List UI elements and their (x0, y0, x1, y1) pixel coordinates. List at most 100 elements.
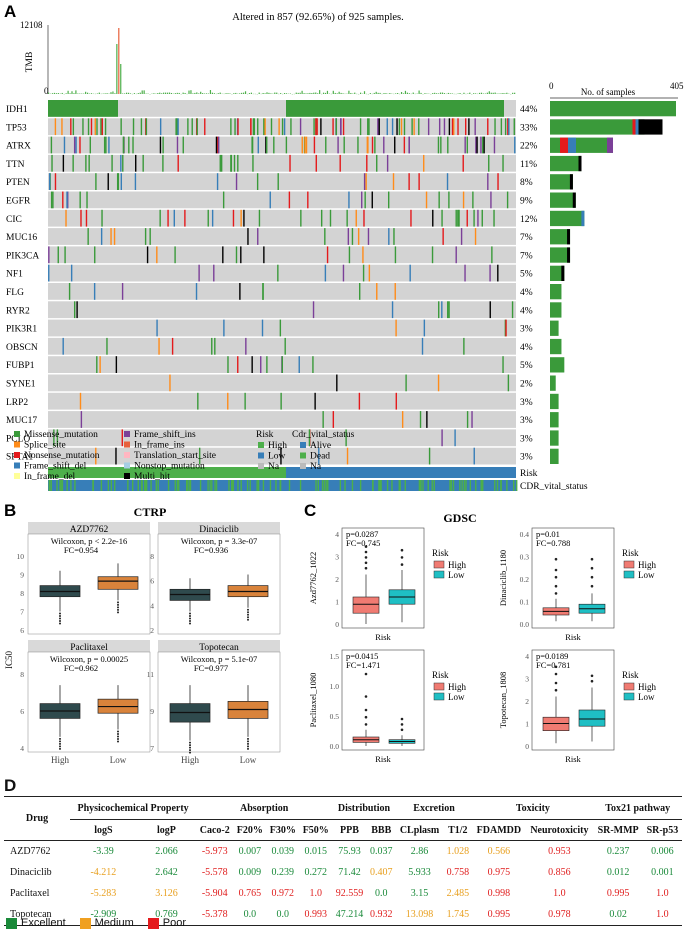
mutation-mark (280, 447, 282, 465)
vital-dead-mark (246, 480, 249, 491)
mutation-block (48, 100, 118, 117)
mutation-mark (408, 173, 410, 190)
vital-dead-mark (141, 480, 143, 491)
mutation-mark (66, 191, 68, 209)
gdsc-xlabel: Risk (375, 632, 391, 642)
gene-row-bg (48, 429, 516, 447)
mutation-mark (475, 136, 477, 154)
mutation-mark (464, 264, 466, 282)
tmb-bar (340, 92, 342, 94)
mutation-mark (264, 118, 266, 136)
risk-legend-swatch (258, 442, 264, 448)
vital-dead-mark (150, 480, 152, 491)
mutation-mark (214, 337, 216, 355)
table-column-header: BBB (366, 819, 396, 841)
mutation-mark (374, 136, 376, 154)
gdsc-outlier (400, 548, 404, 552)
mutation-mark (476, 136, 478, 154)
tmb-bar (170, 92, 173, 94)
mutation-mark (270, 118, 273, 136)
gdsc-xlabel: Risk (565, 632, 581, 642)
table-drug-name: Topotecan (4, 904, 70, 926)
mutation-mark (403, 136, 406, 154)
oncoplot-title: Altered in 857 (92.65%) of 925 samples. (232, 12, 403, 23)
table-column-header: SR-p53 (642, 819, 682, 841)
tmb-bar (309, 92, 311, 94)
gene-percent: 3% (520, 416, 533, 426)
mutation-mark (253, 118, 256, 136)
table-column-header: logP (136, 819, 197, 841)
table-cell: 0.995 (472, 904, 526, 926)
mutation-mark (67, 191, 69, 209)
gene-count-bar (550, 393, 559, 410)
table-cell: 3.15 (410, 888, 429, 899)
table-cell: 1.0 (642, 904, 682, 926)
gdsc-tick: 0.5 (330, 712, 340, 721)
vital-dead-mark (339, 480, 342, 491)
gdsc-tick: 1 (525, 720, 529, 729)
gdsc-outlier (590, 566, 594, 570)
gdsc-outlier (554, 688, 558, 692)
mutation-mark (93, 283, 96, 300)
mutation-mark (70, 264, 73, 282)
group-label-low: Low (110, 755, 127, 765)
gdsc-tick: 3 (335, 553, 339, 562)
mutation-mark (263, 118, 265, 136)
mutation-mark (85, 154, 87, 172)
gene-percent: 11% (520, 160, 537, 170)
gdsc-p-value: p=0.0287 (346, 529, 378, 539)
facet-fc: FC=0.954 (64, 545, 99, 555)
vital-dead-mark (506, 480, 508, 491)
facet-tick: 11 (147, 670, 154, 679)
table-cell: 0.993 (299, 904, 333, 926)
mutation-mark (364, 191, 366, 209)
vital-dead-mark (230, 480, 233, 491)
panel-a-oncoplot: A Altered in 857 (92.65%) of 925 samples… (4, 2, 684, 492)
tmb-bar (141, 90, 143, 94)
mutation-mark (493, 209, 495, 227)
gene-count-bar (550, 137, 613, 153)
gene-row-bg (48, 392, 516, 410)
tmb-bar (295, 92, 297, 94)
mutation-mark (359, 283, 361, 300)
mutation-mark (312, 356, 314, 373)
mutation-mark (507, 118, 509, 136)
table-cell: -5.378 (196, 904, 234, 926)
table-column-header: F30% (266, 819, 300, 841)
panel-a-letter: A (4, 2, 16, 21)
gene-row-bg (48, 374, 516, 392)
table-cell: 2.86 (410, 846, 429, 857)
mutation-mark (339, 154, 341, 172)
mutation-mark (440, 136, 442, 154)
mutation-mark (502, 356, 504, 373)
vital-dead-mark (433, 480, 436, 491)
tmb-bar (110, 92, 112, 94)
mutation-mark (176, 118, 178, 136)
gene-percent: 5% (520, 361, 533, 371)
mutation-mark (457, 209, 459, 227)
vital-dead-mark (351, 480, 354, 491)
box-outlier (189, 746, 191, 749)
tmb-bar (420, 92, 422, 94)
table-cell: 92.559 (335, 888, 364, 899)
mutation-mark (54, 118, 57, 136)
gene-name: IDH1 (6, 105, 28, 115)
tmb-bar (338, 91, 340, 94)
gdsc-tick: 2 (525, 697, 529, 706)
table-column-header: CLplasm (395, 819, 444, 841)
vital-dead-mark (189, 480, 191, 491)
gdsc-legend-title: Risk (432, 548, 449, 558)
mutation-mark (110, 228, 112, 245)
gene-name: NF1 (6, 270, 23, 280)
tmb-bar (360, 92, 362, 94)
table-cell: 0.037 (369, 846, 393, 857)
mutation-legend-swatch (14, 473, 20, 479)
table-cell: 0.006 (651, 846, 674, 857)
mutation-mark (82, 118, 84, 136)
mutation-mark (167, 209, 169, 227)
gdsc-outlier (590, 557, 594, 561)
vital-dead-mark (465, 480, 467, 491)
tmb-bar (322, 92, 325, 94)
mutation-mark (142, 154, 144, 172)
